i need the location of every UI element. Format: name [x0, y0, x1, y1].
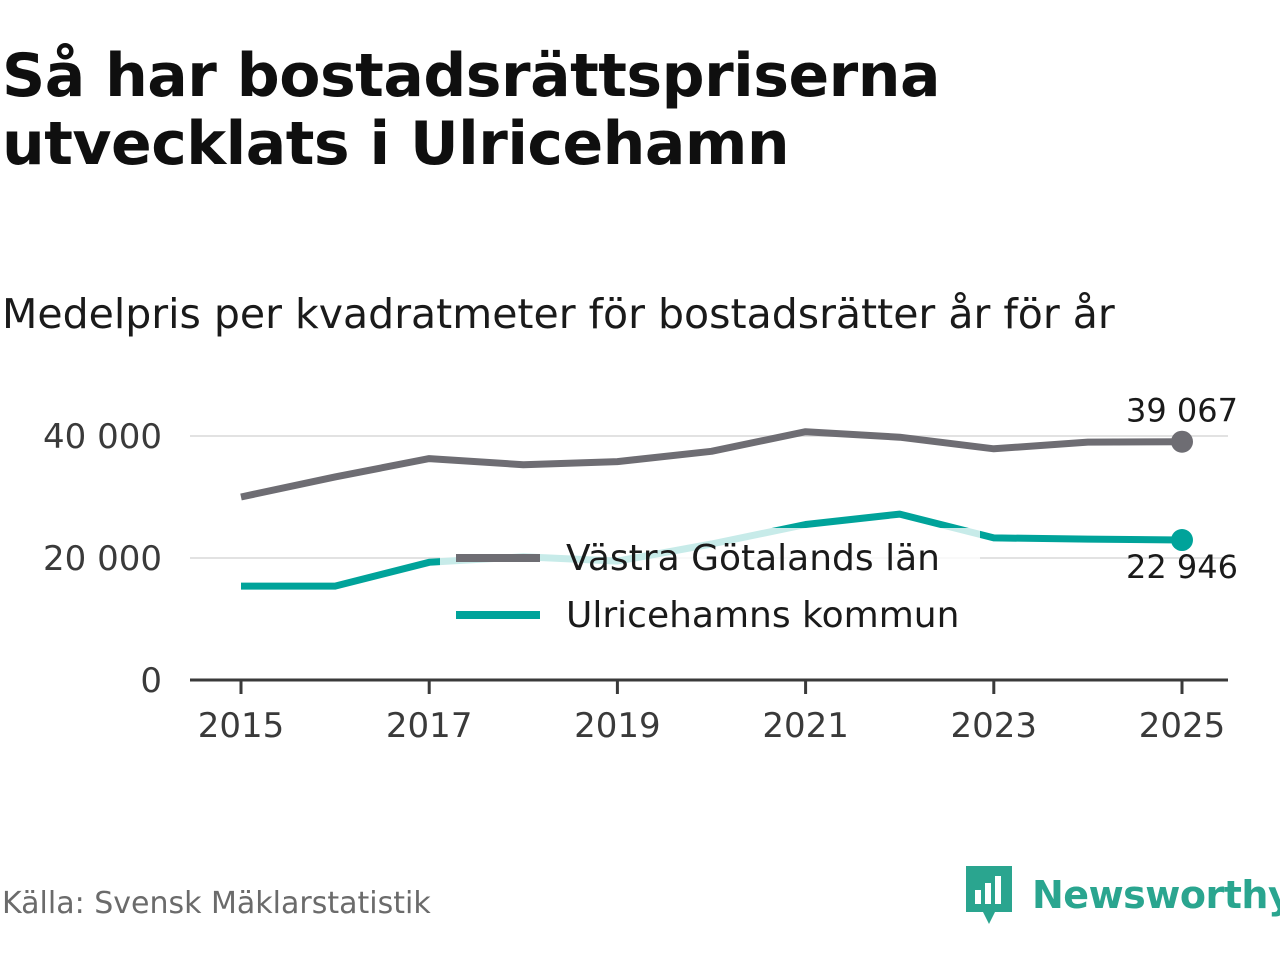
x-tick-label: 2019: [574, 706, 661, 746]
end-labels: 39 067 22 946: [1126, 392, 1238, 586]
y-axis-ticks: 0 20 000 40 000: [43, 417, 162, 701]
brand-logo: Newsworthy: [964, 860, 1280, 930]
line-chart: 0 20 000 40 000 Västra Götalands län Ulrice…: [43, 392, 1238, 746]
x-tick-label: 2017: [386, 706, 473, 746]
x-tick-label: 2023: [951, 706, 1038, 746]
y-tick-label: 40 000: [43, 417, 162, 457]
legend-label-1: Ulricehamns kommun: [566, 595, 959, 636]
end-label-vgr: 39 067: [1126, 392, 1238, 430]
series-line-0: [240, 428, 1183, 501]
x-tick-label: 2015: [198, 706, 285, 746]
legend-backdrop: [440, 528, 980, 646]
chart-subtitle: Medelpris per kvadratmeter för bostadsrä…: [2, 290, 1115, 338]
y-tick-label: 0: [140, 661, 162, 701]
legend-label-0: Västra Götalands län: [566, 538, 940, 579]
legend: Västra Götalands län Ulricehamns kommun: [440, 528, 980, 646]
x-tick-label: 2025: [1139, 706, 1226, 746]
chart-title: Så har bostadsrättspriserna utvecklats i…: [2, 41, 940, 179]
source-note: Källa: Svensk Mäklarstatistik: [2, 886, 431, 921]
x-axis: 2015 2017 2019 2021 2023 2025: [190, 678, 1228, 746]
end-label-ulricehamn: 22 946: [1126, 548, 1238, 586]
series-end-point-0: [1171, 430, 1193, 453]
x-tick-label: 2021: [762, 706, 849, 746]
series-end-point-1: [1171, 529, 1193, 552]
newsworthy-icon: [966, 866, 1012, 924]
brand-name: Newsworthy: [1032, 873, 1280, 917]
y-tick-label: 20 000: [43, 539, 162, 579]
